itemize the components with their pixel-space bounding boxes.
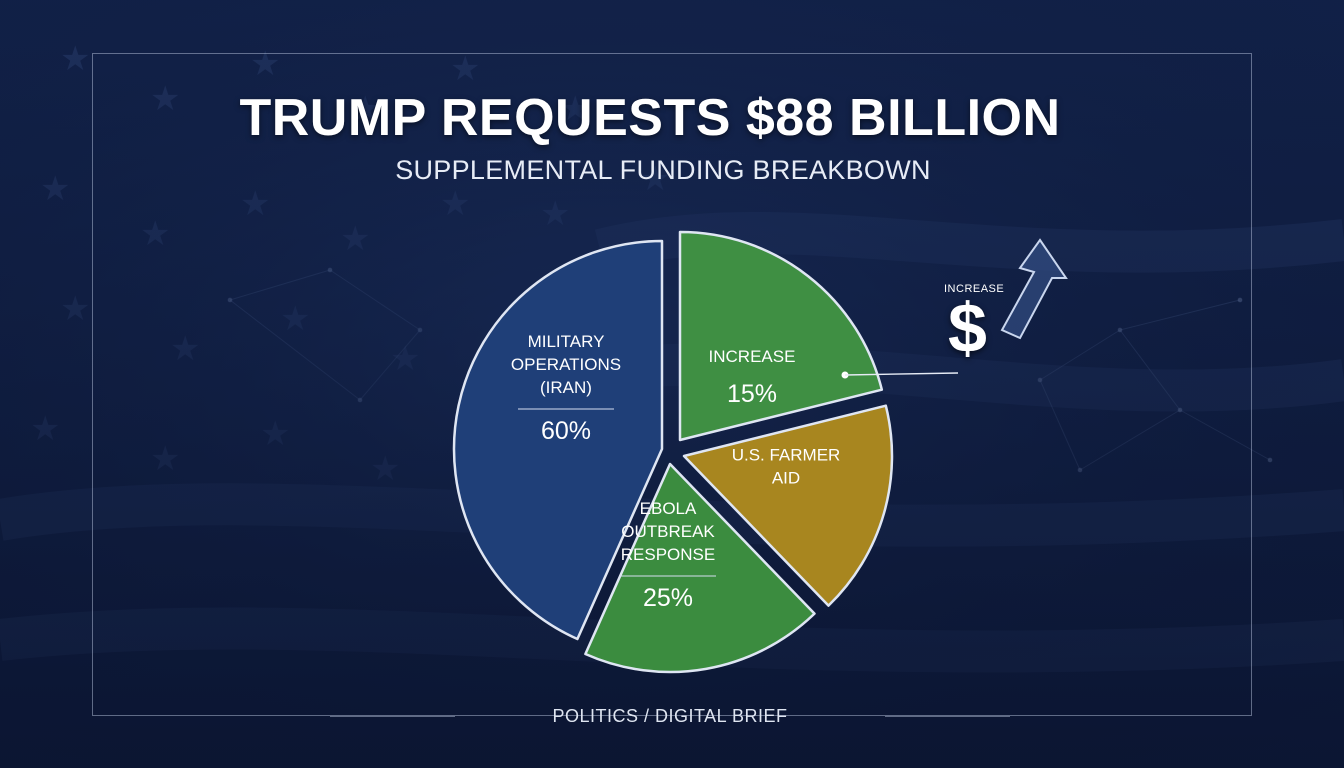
slice-label-4-line-1: EBOLA [640,499,697,518]
up-arrow-icon [1000,238,1068,340]
slice-value-1: 60% [541,417,591,445]
slice-label-1-line-2: OPERATIONS [511,355,621,374]
page-title: TRUMP REQUESTS $88 BILLION [239,89,1061,147]
footer-rule-right [885,716,1010,717]
footer-text: POLITICS / DIGITAL BRIEF [552,706,788,726]
pie-slice-2 [678,230,884,442]
pie-slice-1 [452,239,664,641]
content-frame [92,53,1252,716]
dollar-icon: $ [948,289,987,367]
pie-slice-3 [682,404,894,607]
increase-label: INCREASE [944,283,1005,295]
slice-label-1-line-1: MILITARY [528,332,605,351]
slice-label-3-line-2: AID [772,469,800,488]
footer-rule-left [330,716,455,717]
slice-value-2: 15% [727,380,777,408]
slice-label-3-line-1: U.S. FARMER [732,446,841,465]
slice-label-4-line-2: OUTBREAK [621,522,715,541]
pie-slice-4 [584,462,816,674]
slice-label-2-line-1: INCREASE [709,347,796,366]
slice-label-4-line-3: RESPONSE [621,545,715,564]
slice-value-4: 25% [643,584,693,612]
callout-connector [841,371,959,379]
page-subtitle: SUPPLEMENTAL FUNDING BREAKBOWN [395,155,931,185]
slice-label-1-line-3: (IRAN) [540,378,592,397]
footer: POLITICS / DIGITAL BRIEF [330,704,1010,730]
